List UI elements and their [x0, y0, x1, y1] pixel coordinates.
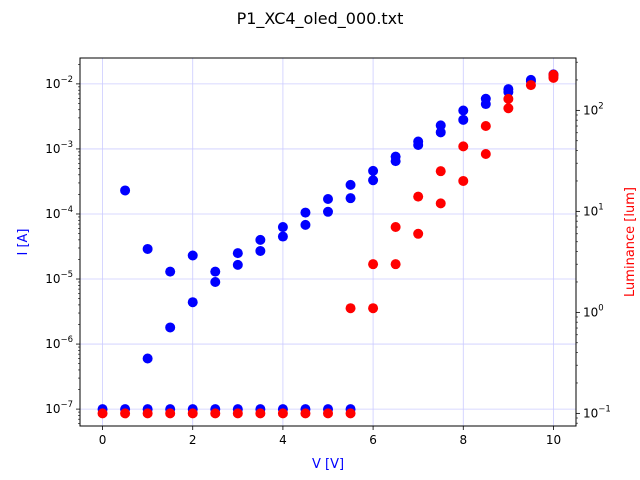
current-point	[232, 259, 243, 270]
current-point	[142, 243, 153, 254]
luminance-point	[548, 69, 559, 80]
luminance-point	[503, 103, 514, 114]
gridlines	[80, 58, 576, 426]
current-point	[165, 322, 176, 333]
current-point	[435, 120, 446, 131]
luminance-point	[120, 408, 131, 419]
current-point	[345, 179, 356, 190]
current-point	[390, 156, 401, 167]
luminance-point	[345, 408, 356, 419]
data-points	[97, 69, 559, 419]
luminance-point	[480, 148, 491, 159]
current-point	[480, 99, 491, 110]
current-point	[187, 297, 198, 308]
luminance-point	[165, 408, 176, 419]
x-tick-label: 0	[99, 433, 107, 447]
current-point	[368, 175, 379, 186]
luminance-point	[413, 191, 424, 202]
luminance-point	[300, 408, 311, 419]
luminance-point	[368, 259, 379, 270]
luminance-point	[503, 93, 514, 104]
y-right-tick-label: 10−1	[583, 404, 611, 420]
luminance-point	[458, 141, 469, 152]
current-point	[300, 207, 311, 218]
y-axis-right-label: Luminance [lum]	[623, 187, 638, 297]
x-tick-label: 6	[369, 433, 377, 447]
y-left-tick-label: 10−5	[45, 270, 73, 286]
current-point	[345, 193, 356, 204]
current-point	[232, 248, 243, 259]
luminance-point	[413, 228, 424, 239]
y-left-tick-label: 10−6	[45, 335, 73, 351]
luminance-point	[255, 408, 266, 419]
current-point	[255, 234, 266, 245]
y-right-tick-label: 100	[583, 303, 604, 319]
y-left-tick-label: 10−3	[45, 140, 73, 156]
y-right-tick-label: 102	[583, 101, 604, 117]
x-tick-label: 4	[279, 433, 287, 447]
x-axis-label: V [V]	[312, 457, 344, 472]
luminance-point	[435, 166, 446, 177]
current-point	[210, 276, 221, 287]
current-point	[458, 114, 469, 125]
luminance-point	[368, 303, 379, 314]
luminance-point	[232, 408, 243, 419]
plot-frame	[79, 57, 577, 427]
y-left-tick-label: 10−4	[45, 205, 73, 221]
current-point	[142, 353, 153, 364]
luminance-point	[480, 121, 491, 132]
current-point	[187, 250, 198, 261]
current-point	[165, 266, 176, 277]
luminance-point	[390, 222, 401, 233]
current-point	[323, 193, 333, 204]
luminance-point	[323, 408, 333, 419]
x-tick-label: 2	[189, 433, 197, 447]
luminance-point	[97, 408, 108, 419]
y-axis-right: 10−1 100 101 102	[576, 61, 611, 424]
y-left-tick-label: 10−7	[45, 400, 73, 416]
x-tick-label: 10	[546, 433, 561, 447]
current-point	[210, 266, 221, 277]
current-point	[368, 165, 379, 176]
current-point	[458, 105, 469, 116]
luminance-point	[525, 80, 536, 91]
luminance-point	[390, 259, 401, 270]
luminance-point	[142, 408, 153, 419]
y-right-tick-label: 101	[583, 202, 604, 218]
x-tick-label: 8	[459, 433, 467, 447]
y-axis-left-label: I [A]	[16, 228, 31, 255]
current-point	[323, 206, 333, 217]
luminance-point	[210, 408, 221, 419]
current-point	[503, 87, 514, 98]
current-point	[120, 185, 131, 196]
current-point	[255, 245, 266, 256]
luminance-point	[187, 408, 198, 419]
luminance-point	[458, 175, 469, 186]
current-point	[435, 127, 446, 138]
current-point	[413, 139, 424, 150]
current-point	[277, 231, 288, 242]
y-axis-left: 10−7 10−6 10−5 10−4 10−3 10−2	[45, 64, 80, 424]
x-axis: 0 2 4 6 8 10	[99, 426, 561, 447]
luminance-point	[345, 303, 356, 314]
current-point	[277, 222, 288, 233]
luminance-point	[277, 408, 288, 419]
current-point	[300, 219, 311, 230]
chart-title: P1_XC4_oled_000.txt	[237, 9, 404, 29]
y-left-tick-label: 10−2	[45, 75, 73, 91]
luminance-point	[435, 198, 446, 209]
